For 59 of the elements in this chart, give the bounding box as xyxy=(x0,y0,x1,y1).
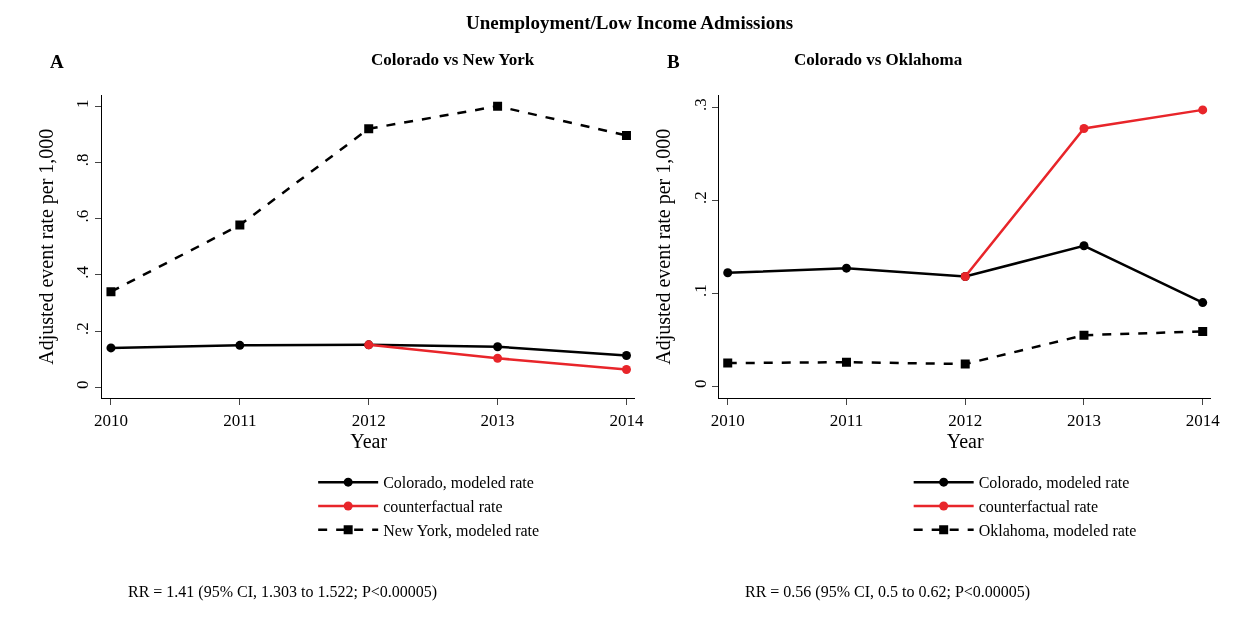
text: RR = 0.56 (95% CI, 0.5 to 0.62; P<0.00005) xyxy=(745,583,1031,601)
x-tick-label: 2013 xyxy=(480,410,515,430)
y-tick-label: .8 xyxy=(73,153,93,167)
point xyxy=(493,342,503,352)
x-tick-label: 2011 xyxy=(223,410,257,430)
point xyxy=(1079,241,1089,251)
point xyxy=(364,124,374,134)
point xyxy=(1079,124,1089,133)
point xyxy=(1079,330,1089,340)
text: RR = 1.41 (95% CI, 1.303 to 1.522; P<0.00005) xyxy=(128,583,438,601)
x-tick-label: 2012 xyxy=(948,410,983,430)
y-tick-label: .2 xyxy=(73,322,93,335)
x-tick-label: 2010 xyxy=(93,410,128,430)
point xyxy=(493,101,503,111)
point xyxy=(106,287,116,297)
legend-label: counterfactual rate xyxy=(383,498,503,516)
point xyxy=(841,357,851,367)
y-tick-label: .6 xyxy=(73,209,93,223)
legend-label: New York, modeled rate xyxy=(383,521,540,539)
point xyxy=(621,130,631,140)
point xyxy=(723,358,733,368)
legend-label: Colorado, modeled rate xyxy=(978,474,1130,492)
x-axis-title: Year xyxy=(350,429,388,452)
y-tick-label: 1 xyxy=(73,99,93,108)
point xyxy=(235,220,245,230)
text: A xyxy=(50,51,64,72)
point xyxy=(723,268,733,278)
y-tick-label: .3 xyxy=(690,98,710,111)
chart-title: Colorado vs Oklahoma xyxy=(794,50,963,69)
x-tick-label: 2013 xyxy=(1066,410,1101,430)
point xyxy=(841,263,851,273)
legend-label: Colorado, modeled rate xyxy=(383,474,534,492)
x-tick-label: 2011 xyxy=(829,410,864,430)
point xyxy=(235,340,245,350)
point xyxy=(621,365,631,375)
point xyxy=(1198,326,1208,336)
point xyxy=(106,343,116,353)
legend-label: counterfactual rate xyxy=(978,498,1099,516)
x-tick-label: 2012 xyxy=(351,410,386,430)
point xyxy=(1198,105,1208,115)
x-tick-label: 2014 xyxy=(609,410,644,430)
y-axis-title: Adjusted event rate per 1,000 xyxy=(652,128,676,365)
y-tick-label: .1 xyxy=(690,284,710,298)
y-tick-label: 0 xyxy=(73,380,93,389)
x-tick-label: 2010 xyxy=(710,410,745,430)
point xyxy=(621,350,631,360)
y-tick-label: 0 xyxy=(690,379,710,389)
text: Unemployment/Low Income Admissions xyxy=(466,12,794,33)
legend-label: Oklahoma, modeled rate xyxy=(978,521,1137,539)
x-axis-title: Year xyxy=(946,429,984,452)
y-tick-label: .4 xyxy=(73,265,93,279)
y-axis-title: Adjusted event rate per 1,000 xyxy=(34,128,58,365)
y-tick-label: .2 xyxy=(690,191,710,204)
x-tick-label: 2014 xyxy=(1185,410,1221,430)
text: B xyxy=(667,51,680,72)
point xyxy=(493,353,503,363)
point xyxy=(960,359,970,369)
chart-title: Colorado vs New York xyxy=(371,50,535,69)
point xyxy=(1198,298,1208,308)
